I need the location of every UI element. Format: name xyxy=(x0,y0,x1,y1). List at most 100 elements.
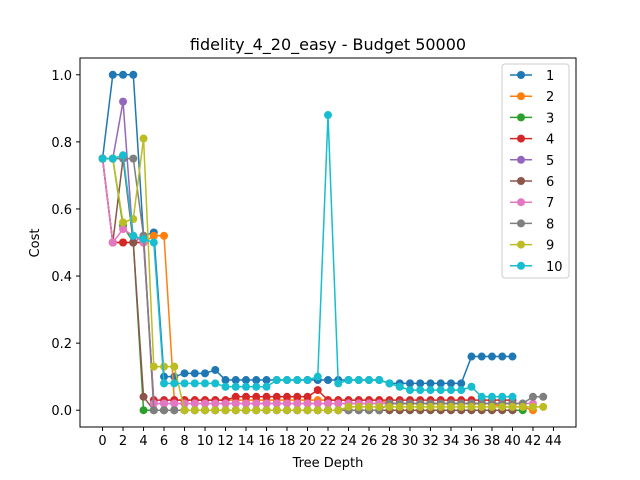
series-point-9 xyxy=(375,402,384,411)
series-point-9 xyxy=(426,402,435,411)
series-point-7 xyxy=(242,399,251,408)
series-point-10 xyxy=(426,386,435,395)
series-point-1 xyxy=(252,376,261,385)
legend-marker-1 xyxy=(517,71,525,79)
series-point-10 xyxy=(334,379,343,388)
legend-label-8: 8 xyxy=(546,217,554,232)
series-point-1 xyxy=(231,376,240,385)
y-tick-label: 0.2 xyxy=(51,337,72,352)
series-point-9 xyxy=(303,406,312,415)
series-point-8 xyxy=(160,406,169,415)
series-point-10 xyxy=(344,376,353,385)
legend-marker-2 xyxy=(517,92,525,101)
series-point-10 xyxy=(313,372,322,381)
series-point-7 xyxy=(231,399,240,408)
series-point-1 xyxy=(119,70,128,79)
legend-label-7: 7 xyxy=(546,196,554,211)
series-point-9 xyxy=(221,406,230,415)
series-point-10 xyxy=(272,376,281,385)
series-point-2 xyxy=(149,231,158,240)
series-point-1 xyxy=(211,365,220,374)
series-point-1 xyxy=(324,376,332,385)
series-point-10 xyxy=(303,376,312,385)
series-point-4 xyxy=(119,238,128,247)
series-point-9 xyxy=(446,402,455,411)
series-point-10 xyxy=(211,379,220,388)
legend-marker-7 xyxy=(517,198,525,207)
x-tick-label: 4 xyxy=(139,434,147,449)
series-point-9 xyxy=(139,134,148,143)
series-point-7 xyxy=(324,399,332,408)
x-tick-label: 16 xyxy=(258,434,275,449)
series-point-10 xyxy=(119,151,128,160)
series-point-10 xyxy=(385,379,394,388)
x-tick-label: 42 xyxy=(525,434,542,449)
series-point-9 xyxy=(487,402,496,411)
x-tick-label: 14 xyxy=(238,434,255,449)
series-point-1 xyxy=(262,376,271,385)
series-point-10 xyxy=(416,386,425,395)
series-point-1 xyxy=(129,70,138,79)
y-tick-label: 0.4 xyxy=(51,270,72,285)
x-tick-label: 10 xyxy=(197,434,214,449)
series-point-6 xyxy=(129,238,138,247)
series-point-10 xyxy=(262,382,271,391)
series-point-1 xyxy=(426,379,435,388)
series-point-1 xyxy=(508,352,517,361)
series-point-10 xyxy=(160,379,169,388)
series-point-10 xyxy=(231,382,240,391)
series-point-6 xyxy=(139,392,148,401)
series-point-4 xyxy=(272,392,281,401)
series-point-9 xyxy=(324,406,332,415)
series-point-4 xyxy=(283,392,292,401)
series-point-4 xyxy=(231,392,240,401)
series-point-9 xyxy=(467,402,476,411)
series-point-7 xyxy=(160,399,169,408)
series-point-10 xyxy=(201,379,210,388)
series-point-5 xyxy=(119,97,128,106)
x-tick-label: 2 xyxy=(119,434,127,449)
legend-label-1: 1 xyxy=(546,69,554,84)
legend-label-5: 5 xyxy=(546,154,554,169)
series-point-9 xyxy=(283,406,292,415)
series-point-9 xyxy=(334,406,343,415)
x-tick-label: 6 xyxy=(160,434,168,449)
y-tick-label: 1.0 xyxy=(51,69,72,84)
x-tick-label: 36 xyxy=(463,434,480,449)
series-point-9 xyxy=(539,402,548,411)
series-point-10 xyxy=(354,376,363,385)
series-point-1 xyxy=(436,379,445,388)
series-point-10 xyxy=(252,382,261,391)
series-point-4 xyxy=(293,392,302,401)
series-point-9 xyxy=(313,406,322,415)
series-point-2 xyxy=(160,231,169,240)
series-point-4 xyxy=(252,392,261,401)
legend-marker-4 xyxy=(517,134,525,143)
series-point-10 xyxy=(467,382,476,391)
plot-area: 0 2 4 6 8 10 12 14 16 18 20 22 24 26 28 30 32 34 36 38 40 42 4… xyxy=(51,57,577,449)
series-point-9 xyxy=(508,402,517,411)
legend-marker-5 xyxy=(517,155,525,164)
series-point-9 xyxy=(364,402,373,411)
legend-marker-9 xyxy=(517,240,525,249)
series-point-10 xyxy=(498,392,507,401)
x-tick-label: 8 xyxy=(180,434,188,449)
y-tick-label: 0.8 xyxy=(51,136,72,151)
series-point-10 xyxy=(98,154,107,163)
series-point-1 xyxy=(457,379,466,388)
series-point-9 xyxy=(528,402,537,411)
series-point-1 xyxy=(498,352,507,361)
series-point-8 xyxy=(539,392,548,401)
series-point-9 xyxy=(160,362,169,371)
series-point-9 xyxy=(252,406,261,415)
series-point-10 xyxy=(364,376,373,385)
series-point-9 xyxy=(498,402,507,411)
series-point-7 xyxy=(221,399,230,408)
series-point-1 xyxy=(108,70,117,79)
series-point-9 xyxy=(190,406,199,415)
series-point-1 xyxy=(242,376,251,385)
series-point-7 xyxy=(211,399,220,408)
series-point-1 xyxy=(190,369,199,378)
